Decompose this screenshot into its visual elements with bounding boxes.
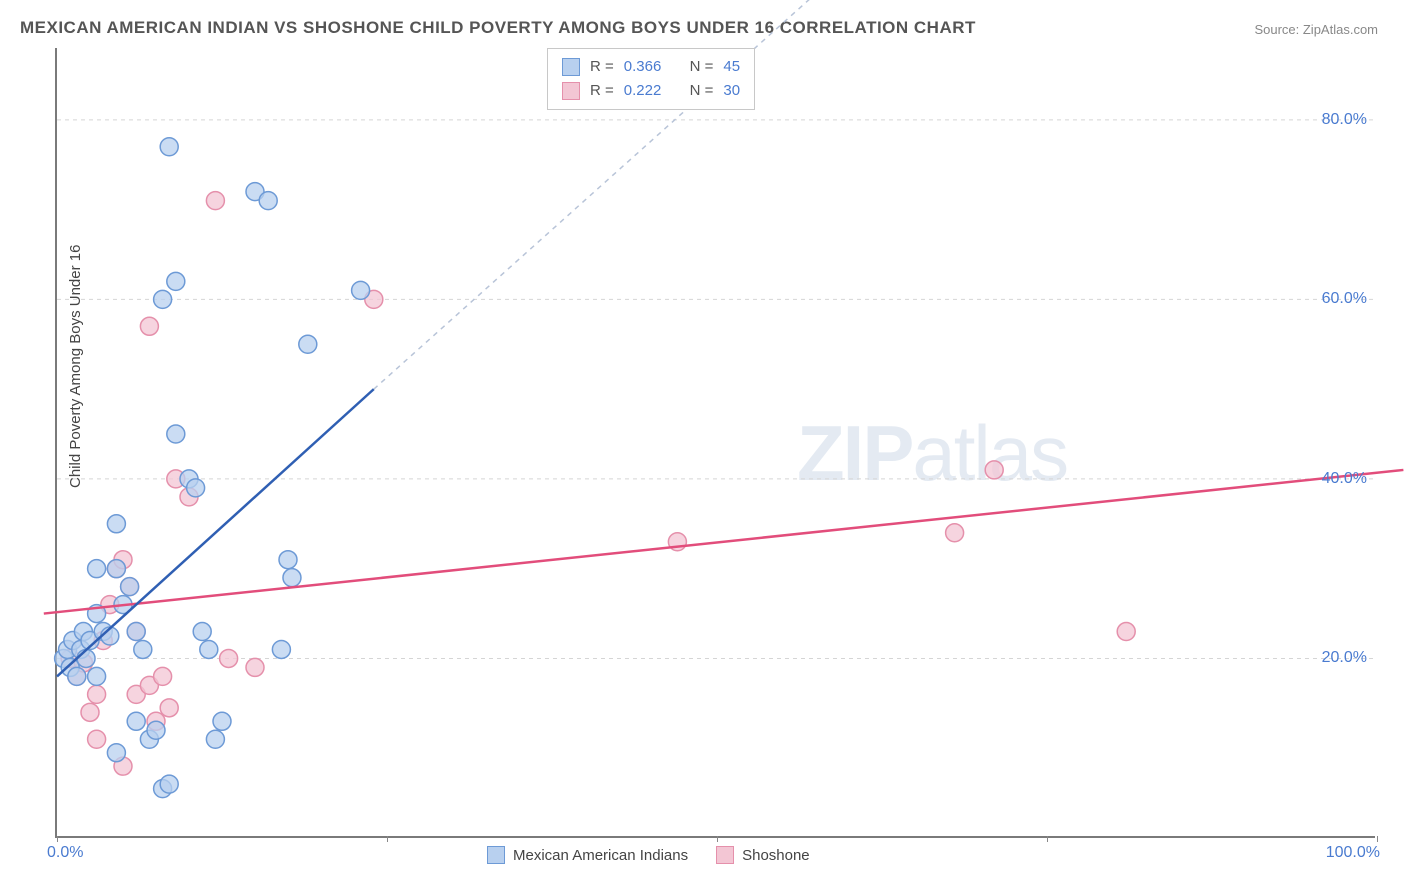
legend-series-item: Shoshone	[716, 846, 810, 864]
y-tick-label: 60.0%	[1322, 290, 1367, 308]
source-attribution: Source: ZipAtlas.com	[1254, 22, 1378, 37]
legend-swatch	[716, 846, 734, 864]
chart-title: MEXICAN AMERICAN INDIAN VS SHOSHONE CHIL…	[20, 18, 976, 38]
y-tick-label: 20.0%	[1322, 649, 1367, 667]
x-axis-min-label: 0.0%	[47, 844, 83, 862]
legend-series: Mexican American Indians Shoshone	[487, 846, 810, 864]
x-axis-max-label: 100.0%	[1326, 844, 1380, 862]
x-tick	[57, 836, 58, 842]
legend-stats-row: R = 0.366 N = 45	[562, 55, 740, 79]
chart-svg	[57, 48, 1375, 836]
y-tick-label: 80.0%	[1322, 111, 1367, 129]
x-tick	[1377, 836, 1378, 842]
y-tick-label: 40.0%	[1322, 470, 1367, 488]
legend-stats: R = 0.366 N = 45 R = 0.222 N = 30	[547, 48, 755, 110]
legend-swatch	[562, 82, 580, 100]
x-tick	[1047, 836, 1048, 842]
legend-series-item: Mexican American Indians	[487, 846, 688, 864]
x-tick	[717, 836, 718, 842]
correlation-chart: MEXICAN AMERICAN INDIAN VS SHOSHONE CHIL…	[0, 0, 1406, 892]
x-tick	[387, 836, 388, 842]
legend-swatch	[562, 58, 580, 76]
plot-area: ZIPatlas Child Poverty Among Boys Under …	[55, 48, 1375, 838]
y-axis-label: Child Poverty Among Boys Under 16	[67, 245, 84, 488]
legend-swatch	[487, 846, 505, 864]
legend-stats-row: R = 0.222 N = 30	[562, 79, 740, 103]
